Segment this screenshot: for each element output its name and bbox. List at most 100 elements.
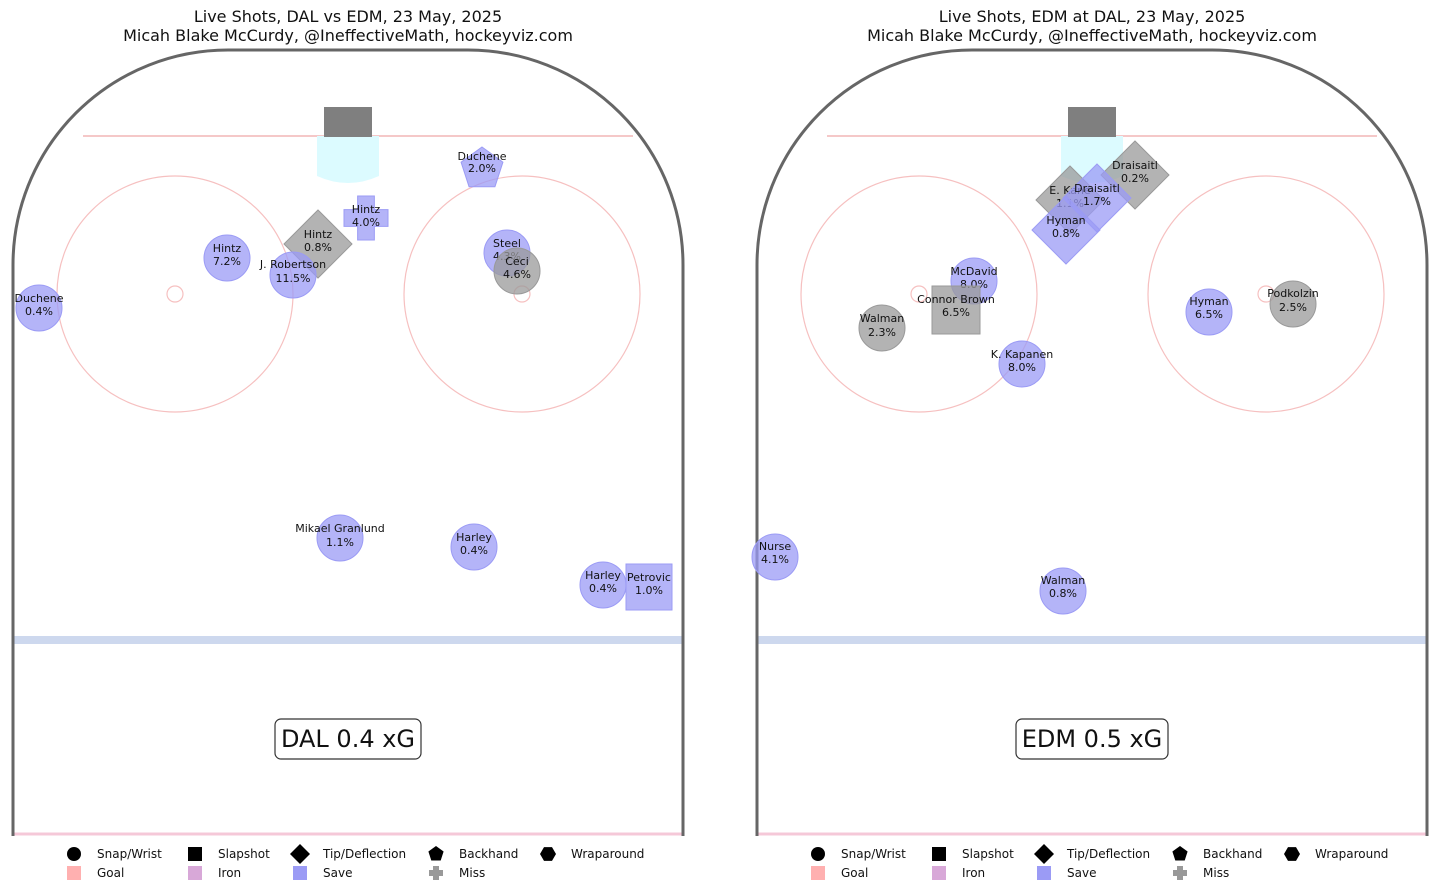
shot-marker: [269, 251, 317, 299]
blue-line: [13, 636, 683, 644]
shot-xg-label: 4.1%: [761, 553, 789, 566]
legend-wraparound-icon: [540, 847, 556, 861]
legend-goal-icon: [811, 866, 825, 880]
faceoff-dot: [166, 285, 184, 303]
boards: [11, 48, 685, 836]
legend-snap-wrist-icon: [811, 847, 825, 861]
shot-xg-label: 6.5%: [1195, 308, 1223, 321]
shot-xg-label: 1.0%: [635, 584, 663, 597]
shot-xg-label: 0.2%: [1121, 172, 1149, 185]
faceoff-circle: [403, 175, 641, 413]
shot-xg-label: 4.6%: [503, 268, 531, 281]
shot-player-label: Hintz: [352, 203, 381, 216]
shot-marker: [450, 523, 498, 571]
shot-marker: [1269, 280, 1317, 328]
legend-label: Tip/Deflection: [322, 847, 406, 861]
shot-player-label: Hyman: [1189, 295, 1228, 308]
legend-goal-icon: [67, 866, 81, 880]
shot-xg-label: 1.1%: [326, 536, 354, 549]
legend-label: Iron: [962, 866, 985, 880]
shot-xg-label: 4.0%: [352, 216, 380, 229]
legend-miss-icon: [1173, 866, 1187, 880]
shot-player-label: Petrovic: [627, 571, 671, 584]
shot-player-label: Walman: [860, 312, 904, 325]
shot-xg-label: 1.7%: [1083, 195, 1111, 208]
goal-net: [1068, 107, 1116, 137]
xg-total: EDM 0.5 xG: [1022, 725, 1163, 753]
xg-box: [274, 718, 422, 760]
shot-xg-label: 0.8%: [304, 241, 332, 254]
shot-marker: [931, 285, 981, 335]
goal-net: [324, 107, 372, 137]
legend: Snap/Wrist Slapshot Tip/Deflection Backhand…: [811, 844, 1388, 880]
legend-label: Save: [1067, 866, 1096, 880]
shot-xg-label: 2.5%: [1279, 301, 1307, 314]
legend-label: Snap/Wrist: [841, 847, 906, 861]
shot-marker: [343, 195, 389, 241]
legend-label: Save: [323, 866, 352, 880]
shot-marker: [1185, 288, 1233, 336]
shot-player-label: Hintz: [304, 228, 333, 241]
shot-xg-label: 2.0%: [468, 162, 496, 175]
legend-label: Backhand: [459, 847, 518, 861]
shot-player-label: K. Kapanen: [991, 348, 1053, 361]
shot-xg-label: 6.5%: [942, 306, 970, 319]
legend-label: Iron: [218, 866, 241, 880]
legend-label: Miss: [1203, 866, 1229, 880]
legend-wraparound-icon: [1284, 847, 1300, 861]
shot-player-label: Steel: [493, 237, 521, 250]
legend-label: Tip/Deflection: [1066, 847, 1150, 861]
shot-player-label: Harley: [585, 569, 621, 582]
shot-player-label: Harley: [456, 531, 492, 544]
legend-iron-icon: [932, 866, 946, 880]
shot-xg-label: 0.4%: [589, 582, 617, 595]
legend-slapshot-icon: [188, 847, 202, 861]
legend-label: Goal: [841, 866, 868, 880]
shot-player-label: Nurse: [759, 540, 791, 553]
legend-save-icon: [1037, 866, 1051, 880]
goal-crease: [317, 136, 379, 183]
shot-player-label: Podkolzin: [1267, 287, 1319, 300]
shot-xg-label: 2.3%: [868, 326, 896, 339]
shot-marker: [460, 146, 504, 188]
legend: Snap/Wrist Slapshot Tip/Deflection Backhand…: [67, 844, 644, 880]
shot-player-label: Walman: [1041, 574, 1085, 587]
rink-0: [11, 48, 685, 836]
shot-marker: [15, 284, 63, 332]
legend-label: Wraparound: [571, 847, 644, 861]
blue-line: [757, 636, 1427, 644]
chart-title: Live Shots, DAL vs EDM, 23 May, 2025: [194, 7, 502, 26]
shot-player-label: J. Robertson: [259, 258, 326, 271]
shot-xg-label: 0.8%: [1052, 227, 1080, 240]
shot-marker: [625, 563, 673, 611]
shot-xg-label: 8.0%: [1008, 361, 1036, 374]
shot-xg-label: 0.4%: [25, 305, 53, 318]
legend-label: Goal: [97, 866, 124, 880]
shot-xg-label: 0.4%: [460, 544, 488, 557]
xg-total: DAL 0.4 xG: [281, 725, 415, 753]
chart-title: Live Shots, EDM at DAL, 23 May, 2025: [939, 7, 1246, 26]
shot-player-label: McDavid: [950, 265, 997, 278]
legend-label: Slapshot: [218, 847, 270, 861]
shot-player-label: Connor Brown: [917, 293, 995, 306]
shot-player-label: Duchene: [15, 292, 64, 305]
shot-xg-label: 0.8%: [1049, 587, 1077, 600]
xg-box: [1015, 718, 1169, 760]
legend-save-icon: [293, 866, 307, 880]
legend-tip-icon: [1034, 844, 1054, 864]
legend-label: Snap/Wrist: [97, 847, 162, 861]
legend-snap-wrist-icon: [67, 847, 81, 861]
shot-marker: [316, 514, 364, 562]
legend-backhand-icon: [1172, 846, 1188, 861]
legend-tip-icon: [290, 844, 310, 864]
shot-player-label: Hintz: [213, 242, 242, 255]
shot-player-label: Mikael Granlund: [295, 522, 385, 535]
shot-marker: [203, 234, 251, 282]
legend-miss-icon: [429, 866, 443, 880]
legend-label: Miss: [459, 866, 485, 880]
legend-iron-icon: [188, 866, 202, 880]
shot-player-label: Draisaitl: [1112, 159, 1158, 172]
shot-player-label: Draisaitl: [1074, 182, 1120, 195]
